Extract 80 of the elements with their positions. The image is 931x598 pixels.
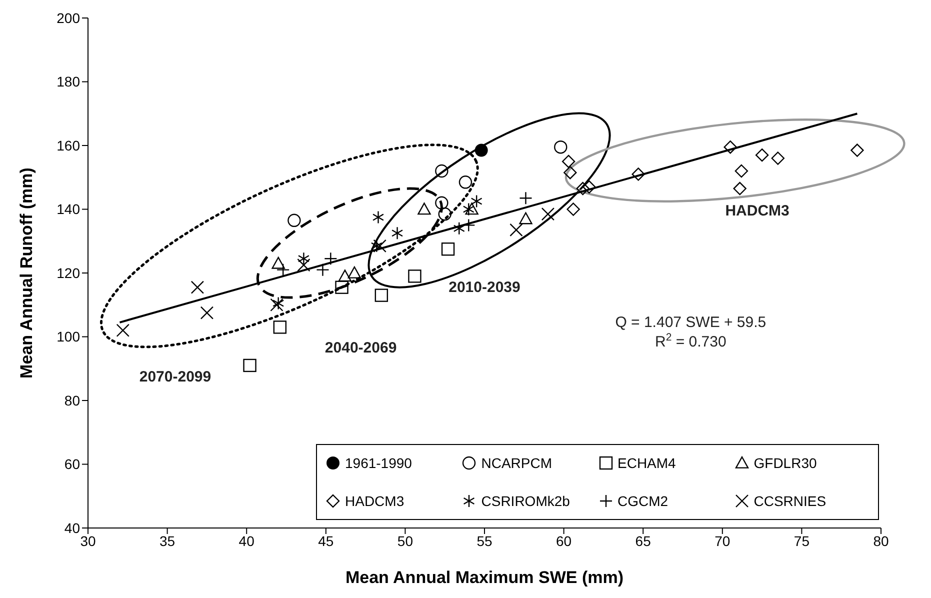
point [755, 148, 769, 162]
x-tick-label: 55 [476, 532, 492, 549]
point [733, 182, 746, 196]
point [338, 270, 352, 282]
y-tick-label: 40 [64, 520, 80, 536]
x-axis-title: Mean Annual Maximum SWE (mm) [345, 568, 624, 587]
legend-label: CGCM2 [618, 493, 668, 509]
point [272, 256, 285, 269]
legend-label: CSRIROMk2b [481, 493, 570, 509]
y-axis-title: Mean Annual Runoff (mm) [17, 168, 36, 378]
point [734, 164, 748, 178]
y-tick-label: 140 [56, 201, 80, 218]
y-tick-label: 180 [56, 74, 80, 90]
point [435, 164, 448, 178]
point [348, 266, 362, 278]
point [564, 166, 577, 180]
point [297, 258, 310, 272]
point [724, 140, 737, 154]
legend-label: ECHAM4 [618, 455, 676, 471]
legend-label: 1961-1990 [345, 455, 412, 471]
point [576, 182, 590, 196]
y-tick-label: 100 [56, 328, 80, 345]
annotation: HADCM3 [725, 202, 790, 220]
point [408, 270, 422, 283]
annotation: Q = 1.407 SWE + 59.5 [615, 314, 766, 332]
legend-label: CCSRNIES [754, 493, 826, 509]
point [562, 154, 576, 168]
point [510, 223, 523, 237]
annotation: 2010-2039 [448, 279, 520, 296]
point [435, 196, 448, 210]
point [272, 296, 284, 310]
x-tick-label: 75 [794, 532, 810, 549]
point [200, 306, 214, 320]
x-tick-label: 65 [635, 532, 652, 549]
point [270, 298, 284, 312]
point [438, 207, 452, 221]
point [850, 144, 864, 157]
legend-label: HADCM3 [345, 493, 404, 509]
point [541, 207, 555, 221]
y-tick-label: 200 [56, 10, 80, 26]
y-tick-label: 60 [64, 456, 80, 472]
point [771, 152, 785, 165]
y-tick-label: 80 [64, 392, 80, 408]
x-tick-label: 45 [318, 532, 334, 549]
point [374, 288, 388, 302]
point [462, 202, 474, 216]
x-tick-label: 70 [714, 532, 730, 549]
legend-label: GFDLR30 [754, 455, 817, 471]
point [273, 320, 287, 334]
point [335, 280, 348, 294]
point [458, 176, 472, 189]
point [190, 280, 204, 294]
x-tick-label: 35 [160, 532, 176, 549]
point [391, 226, 404, 240]
x-tick-label: 60 [556, 532, 572, 549]
x-tick-label: 50 [397, 532, 414, 549]
annotation: R$^{2}$ = 0.730 [655, 331, 726, 350]
point [566, 202, 580, 216]
annotation: 2040-2069 [324, 340, 397, 357]
point [116, 324, 130, 337]
point [632, 168, 645, 181]
point [554, 140, 568, 154]
annotation: 2070-2099 [139, 368, 212, 386]
point [288, 214, 301, 228]
point [470, 194, 482, 208]
point [370, 239, 382, 253]
point [372, 210, 384, 224]
x-tick-label: 80 [873, 532, 889, 549]
x-tick-label: 40 [238, 532, 255, 549]
x-tick-label: 30 [80, 532, 96, 549]
point [243, 358, 256, 372]
point [441, 242, 455, 256]
point [298, 252, 310, 266]
point [465, 202, 478, 215]
legend-label: NCARPCM [481, 455, 552, 471]
point [418, 202, 431, 215]
y-tick-label: 120 [56, 264, 80, 281]
point [474, 144, 488, 157]
y-tick-label: 160 [56, 137, 80, 154]
point [519, 212, 532, 224]
